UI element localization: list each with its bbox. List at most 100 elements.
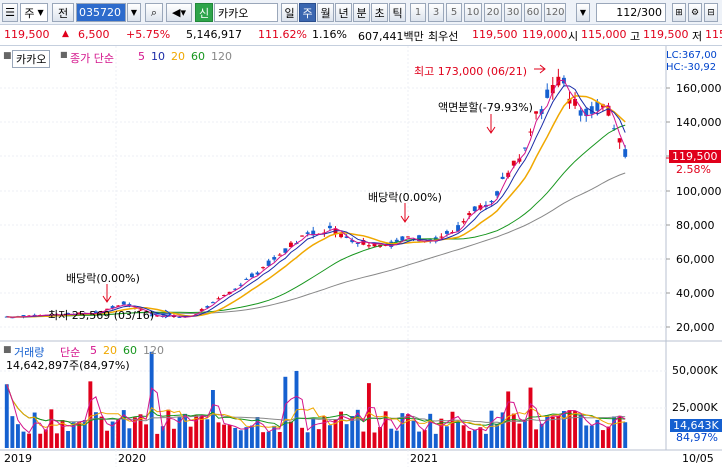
price-ma-5[interactable]: 5 <box>138 50 145 63</box>
volume-bar-41 <box>233 427 238 448</box>
candle-body-103 <box>578 110 583 116</box>
volume-bar-27 <box>155 433 160 448</box>
best-quote-label: 최우선 <box>428 30 459 43</box>
candle-body-42 <box>238 284 243 286</box>
volume-tick-25000k: 25,000K <box>672 401 718 414</box>
low-arrow-icon <box>150 309 172 319</box>
price-ma-10[interactable]: 10 <box>151 50 165 63</box>
candle-body-111 <box>623 149 628 157</box>
volume-total: 14,642,897주(84,97%) <box>6 359 130 372</box>
stock-name-field[interactable]: 카카오 <box>214 3 278 22</box>
candle-body-49 <box>277 254 282 256</box>
volume-ma-20[interactable]: 20 <box>103 344 117 357</box>
volume-bar-108 <box>606 426 611 448</box>
grid-icon[interactable]: ⊞ <box>672 3 686 22</box>
numbers-dropdown-icon[interactable]: ▼ <box>576 3 590 22</box>
candle-body-83 <box>467 213 472 216</box>
volume-indicator-label[interactable]: 단순 <box>60 346 81 359</box>
code-dropdown-icon[interactable]: ▼ <box>127 3 141 22</box>
period-tab-3[interactable]: 년 <box>335 3 352 22</box>
hc-value: HC:-30,92 <box>666 62 717 73</box>
volume-bar-85 <box>478 427 483 448</box>
volume-bar-58 <box>327 425 332 448</box>
interval-button-5[interactable]: 5 <box>446 3 462 22</box>
quote-change: 6,500 <box>78 28 110 41</box>
candle-body-26 <box>149 315 154 317</box>
sort-select[interactable]: 주 ▼ <box>20 3 48 22</box>
interval-button-120[interactable]: 120 <box>544 3 566 22</box>
dividend2-arrow-icon <box>400 203 410 223</box>
volume-bar-19 <box>110 421 115 448</box>
candle-body-20 <box>116 305 121 307</box>
volume-bar-1 <box>10 416 15 448</box>
price-chart-name[interactable]: 카카오 <box>12 50 51 68</box>
chart-background <box>0 46 722 467</box>
volume-ma-5[interactable]: 5 <box>90 344 97 357</box>
candle-body-87 <box>489 200 494 203</box>
high-label: 고 <box>630 30 641 43</box>
volume-title[interactable]: 거래량 <box>14 346 45 359</box>
candle-body-108 <box>606 105 611 116</box>
candle-body-48 <box>272 257 277 260</box>
price-ma-60[interactable]: 60 <box>191 50 205 63</box>
volume-bar-111 <box>623 422 628 448</box>
chart-canvas[interactable] <box>0 46 722 467</box>
volume-bar-35 <box>199 415 204 448</box>
price-tick-5: 60,000 <box>676 253 715 266</box>
price-ma-20[interactable]: 20 <box>171 50 185 63</box>
volume-bar-77 <box>433 433 438 448</box>
candle-body-102 <box>573 98 578 106</box>
candle-body-93 <box>522 147 527 149</box>
lc-value: LC:367,00 <box>666 50 717 61</box>
volume-bar-3 <box>21 431 26 448</box>
code-input[interactable]: 035720 <box>76 3 126 22</box>
volume-bar-81 <box>456 421 461 448</box>
prev-button[interactable]: 전 <box>52 3 74 22</box>
ma5-line <box>6 79 626 318</box>
price-indicator-label[interactable]: 종가 단순 <box>70 52 114 65</box>
period-tab-2[interactable]: 월 <box>317 3 334 22</box>
volume-bar-45 <box>255 417 260 448</box>
period-tab-4[interactable]: 분 <box>353 3 370 22</box>
quote-volume: 5,146,917 <box>186 28 242 41</box>
interval-button-30[interactable]: 30 <box>504 3 522 22</box>
volume-bar-12 <box>71 422 76 448</box>
search-icon[interactable]: ⌕ <box>145 3 163 22</box>
price-ma-120[interactable]: 120 <box>211 50 232 63</box>
volume-ma-120[interactable]: 120 <box>143 344 164 357</box>
candle-body-74 <box>417 235 422 242</box>
settings-icon[interactable]: ⚙ <box>688 3 702 22</box>
period-tab-5[interactable]: 초 <box>371 3 388 22</box>
data-count-field[interactable]: 112/300 <box>596 3 666 22</box>
menu-icon[interactable]: ☰ <box>2 3 18 22</box>
candle-body-84 <box>472 206 477 212</box>
interval-button-10[interactable]: 10 <box>464 3 482 22</box>
volume-bar-95 <box>534 429 539 448</box>
candle-body-53 <box>300 235 305 237</box>
period-tab-1[interactable]: 주 <box>299 3 316 22</box>
volume-ma-60[interactable]: 60 <box>123 344 137 357</box>
price-tick-3: 100,000 <box>676 185 722 198</box>
chart-area[interactable]: ■ 카카오 ■ 종가 단순 5 10 20 60 120 LC:367,00 HC:-3… <box>0 46 722 467</box>
volume-bar-49 <box>277 432 282 448</box>
interval-button-60[interactable]: 60 <box>524 3 542 22</box>
candle-body-95 <box>534 111 539 114</box>
speaker-icon[interactable]: ◀▾ <box>166 3 192 22</box>
volume-collapse-icon[interactable]: ■ <box>3 345 12 355</box>
volume-bar-59 <box>333 419 338 448</box>
interval-button-1[interactable]: 1 <box>410 3 426 22</box>
volume-bar-2 <box>15 424 20 448</box>
candle-body-31 <box>177 316 182 318</box>
legend-collapse-icon[interactable]: ■ <box>3 51 12 61</box>
candle-body-105 <box>589 106 594 114</box>
candle-body-36 <box>205 306 210 308</box>
price-tick-7: 20,000 <box>676 321 715 334</box>
interval-button-3[interactable]: 3 <box>428 3 444 22</box>
candle-body-91 <box>511 160 516 166</box>
candle-body-109 <box>612 128 617 130</box>
split-icon[interactable]: ⊟ <box>704 3 718 22</box>
period-tab-0[interactable]: 일 <box>281 3 298 22</box>
interval-button-20[interactable]: 20 <box>484 3 502 22</box>
period-tab-6[interactable]: 틱 <box>389 3 406 22</box>
